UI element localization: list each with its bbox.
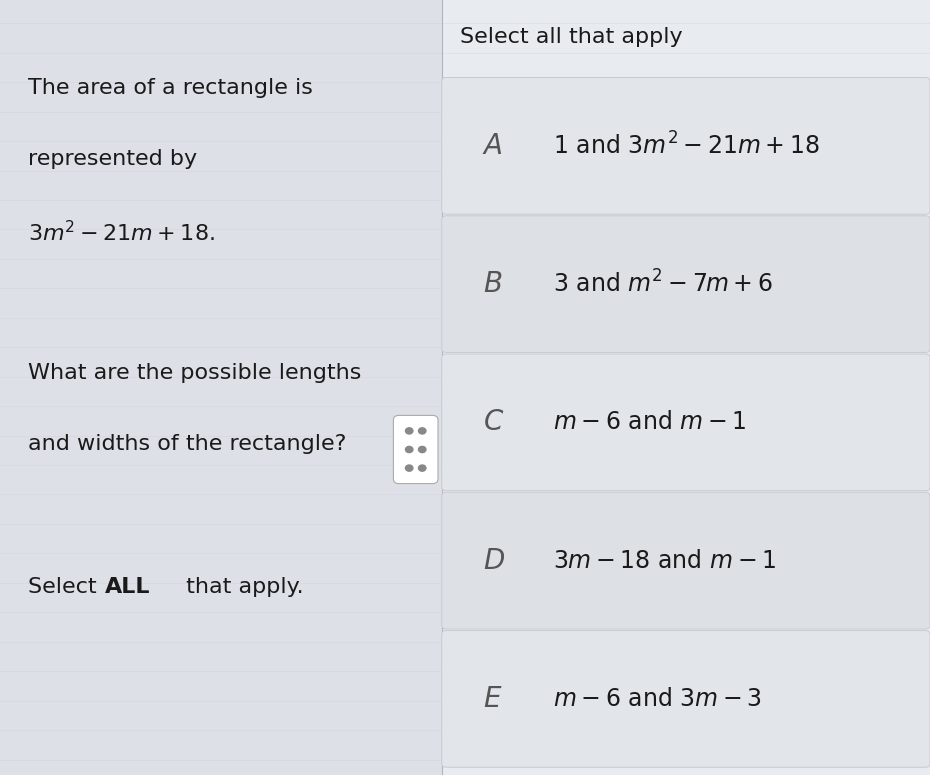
Text: D: D [484,546,505,574]
Text: B: B [484,270,502,298]
FancyBboxPatch shape [393,415,438,484]
FancyBboxPatch shape [442,354,930,491]
Text: Select: Select [28,577,103,597]
FancyBboxPatch shape [0,0,442,775]
Text: $3\ \mathrm{and}\ m^2 - 7m + 6$: $3\ \mathrm{and}\ m^2 - 7m + 6$ [553,270,773,298]
Text: The area of a rectangle is: The area of a rectangle is [28,78,312,98]
FancyBboxPatch shape [442,0,930,775]
Text: represented by: represented by [28,149,197,169]
FancyBboxPatch shape [442,492,930,629]
Text: $m - 6\ \mathrm{and}\ 3m - 3$: $m - 6\ \mathrm{and}\ 3m - 3$ [553,687,762,711]
FancyBboxPatch shape [442,215,930,353]
Circle shape [418,465,426,471]
Text: and widths of the rectangle?: and widths of the rectangle? [28,434,346,454]
Text: A: A [484,132,502,160]
Text: Select all that apply: Select all that apply [460,27,683,47]
Circle shape [418,428,426,434]
Text: $3m^2 - 21m + 18.$: $3m^2 - 21m + 18.$ [28,220,215,246]
Text: that apply.: that apply. [179,577,303,597]
Text: $3m - 18\ \mathrm{and}\ m - 1$: $3m - 18\ \mathrm{and}\ m - 1$ [553,549,777,573]
Text: What are the possible lengths: What are the possible lengths [28,363,361,383]
Circle shape [405,465,413,471]
Text: E: E [484,685,501,713]
Text: C: C [484,408,503,436]
Circle shape [405,428,413,434]
Text: $1\ \mathrm{and}\ 3m^2 - 21m + 18$: $1\ \mathrm{and}\ 3m^2 - 21m + 18$ [553,133,820,160]
FancyBboxPatch shape [442,78,930,214]
Circle shape [418,446,426,453]
Text: ALL: ALL [105,577,151,597]
Text: $m - 6\ \mathrm{and}\ m - 1$: $m - 6\ \mathrm{and}\ m - 1$ [553,411,747,434]
FancyBboxPatch shape [442,631,930,767]
Circle shape [405,446,413,453]
